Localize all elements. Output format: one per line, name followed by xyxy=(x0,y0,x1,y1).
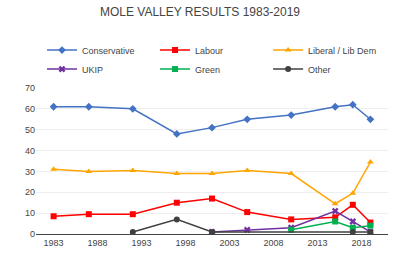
svg-text:1998: 1998 xyxy=(176,238,196,248)
svg-text:1983: 1983 xyxy=(44,238,64,248)
svg-text:Other: Other xyxy=(308,65,331,75)
svg-text:1993: 1993 xyxy=(132,238,152,248)
svg-text:40: 40 xyxy=(25,146,35,156)
svg-text:Labour: Labour xyxy=(195,46,223,56)
svg-text:70: 70 xyxy=(25,83,35,93)
svg-text:Green: Green xyxy=(195,65,220,75)
svg-text:2003: 2003 xyxy=(220,238,240,248)
svg-text:2018: 2018 xyxy=(352,238,372,248)
svg-text:UKIP: UKIP xyxy=(82,65,103,75)
svg-text:0: 0 xyxy=(30,229,35,239)
svg-text:60: 60 xyxy=(25,104,35,114)
svg-text:Liberal / Lib Dem: Liberal / Lib Dem xyxy=(308,46,376,56)
svg-text:2013: 2013 xyxy=(308,238,328,248)
svg-text:50: 50 xyxy=(25,125,35,135)
svg-text:10: 10 xyxy=(25,208,35,218)
svg-text:20: 20 xyxy=(25,187,35,197)
svg-text:30: 30 xyxy=(25,167,35,177)
svg-text:Conservative: Conservative xyxy=(82,46,135,56)
svg-text:2008: 2008 xyxy=(264,238,284,248)
svg-text:MOLE VALLEY RESULTS 1983-2019: MOLE VALLEY RESULTS 1983-2019 xyxy=(100,5,300,19)
svg-text:1988: 1988 xyxy=(88,238,108,248)
